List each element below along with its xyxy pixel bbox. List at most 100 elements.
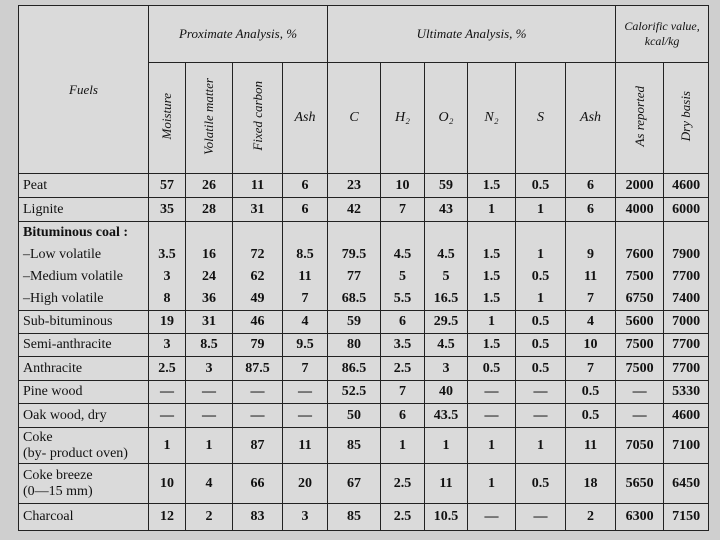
value-cell: 26: [185, 173, 233, 198]
fuel-cell: Charcoal: [18, 503, 149, 531]
value-cell: 2.5: [380, 356, 426, 381]
value-cell: 6000: [663, 197, 710, 222]
value-cell: 23: [327, 173, 382, 198]
value-cell: 68.5: [327, 287, 382, 311]
value-cell: —: [281, 403, 329, 428]
value-cell: —: [185, 380, 233, 404]
corner-header: Fuels: [18, 5, 149, 174]
column-header: Dry basis: [663, 62, 710, 174]
value-cell: 4: [565, 310, 617, 334]
table-wrapper: Fuels Proximate Analysis, % Ultimate Analy…: [18, 5, 710, 531]
value-cell: 10: [148, 463, 186, 504]
value-cell: —: [185, 403, 233, 428]
column-header: N₂: [467, 62, 517, 174]
value-cell: 1: [467, 463, 517, 504]
value-cell: 4000: [615, 197, 665, 222]
value-cell: 18: [565, 463, 617, 504]
data-row: –Low volatile 3.5 16 72 8.5 79.5 4.5 4.5 1.5 1 9 76…: [18, 243, 710, 266]
column-header: Moisture: [148, 62, 186, 174]
value-cell: 16.5: [424, 287, 469, 311]
group-label: Bituminous coal :: [18, 221, 149, 244]
value-cell: 1: [515, 243, 567, 266]
value-cell: 72: [232, 243, 283, 266]
value-cell: 28: [185, 197, 233, 222]
value-cell: 1: [380, 427, 426, 464]
value-cell: 0.5: [515, 356, 567, 381]
value-cell: 20: [281, 463, 329, 504]
value-cell: 5: [424, 265, 469, 288]
value-cell: 7500: [615, 333, 665, 357]
value-cell: 57: [148, 173, 186, 198]
data-row: Charcoal 12 2 83 3 85 2.5 10.5— —2 6300 7150: [18, 503, 710, 531]
value-cell: 6: [565, 197, 617, 222]
value-cell: 50: [327, 403, 382, 428]
column-header: Fixed carbon: [232, 62, 283, 174]
fuel-cell: Peat: [18, 173, 149, 198]
value-cell: 2: [565, 503, 617, 531]
fuel-cell: Coke (by- product oven): [18, 427, 149, 464]
value-cell: 5330: [663, 380, 710, 404]
value-cell: 4.5: [380, 243, 426, 266]
value-cell: 31: [185, 310, 233, 334]
value-cell: 0.5: [565, 403, 617, 428]
value-cell: 59: [424, 173, 469, 198]
value-cell: 16: [185, 243, 233, 266]
column-header: H₂: [380, 62, 426, 174]
value-cell: 3: [185, 356, 233, 381]
fuel-cell: –High volatile: [18, 287, 149, 311]
empty-cell: [663, 221, 710, 244]
value-cell: 43: [424, 197, 469, 222]
value-cell: 7: [565, 356, 617, 381]
value-cell: 4: [185, 463, 233, 504]
data-row: Coke (by- product oven) 1 1 87 11 85 1 1 1 1 11 7050…: [18, 427, 710, 464]
value-cell: 2: [185, 503, 233, 531]
column-header: As reported: [615, 62, 665, 174]
value-cell: 6300: [615, 503, 665, 531]
value-cell: 87.5: [232, 356, 283, 381]
column-label: O₂: [438, 110, 454, 125]
column-label: Ash: [294, 110, 316, 125]
value-cell: 1.5: [467, 287, 517, 311]
value-cell: 7700: [663, 265, 710, 288]
column-label: C: [349, 110, 359, 125]
value-cell: 67: [327, 463, 382, 504]
value-cell: 7: [380, 380, 426, 404]
data-row: Oak wood, dry — — — —50 6 43.5— —0.5—4600: [18, 403, 710, 428]
value-cell: —: [148, 380, 186, 404]
value-cell: 1: [185, 427, 233, 464]
fuel-cell: –Medium volatile: [18, 265, 149, 288]
value-cell: 1: [424, 427, 469, 464]
value-cell: 4.5: [424, 333, 469, 357]
fuel-cell: Sub-bituminous: [18, 310, 149, 334]
value-cell: 40: [424, 380, 469, 404]
empty-cell: [185, 221, 233, 244]
value-cell: 85: [327, 427, 382, 464]
value-cell: 1: [467, 310, 517, 334]
value-cell: 6750: [615, 287, 665, 311]
value-cell: 5.5: [380, 287, 426, 311]
value-cell: 1.5: [467, 265, 517, 288]
value-cell: 79.5: [327, 243, 382, 266]
data-row: –Medium volatile 3 24 62 11 77 5 5 1.5 0.5 11 7500 7…: [18, 265, 710, 288]
fuel-cell: Coke breeze (0—15 mm): [18, 463, 149, 504]
empty-cell: [327, 221, 382, 244]
value-cell: —: [615, 380, 665, 404]
group-header: Proximate Analysis, %: [147, 5, 329, 63]
value-cell: 6: [565, 173, 617, 198]
value-cell: —: [515, 403, 567, 428]
value-cell: 49: [232, 287, 283, 311]
fuel-name: –Low volatile: [23, 246, 102, 262]
empty-cell: [424, 221, 469, 244]
column-header: Volatile matter: [185, 62, 233, 174]
value-cell: 1: [515, 197, 567, 222]
value-cell: 6450: [663, 463, 710, 504]
data-row: Coke breeze (0—15 mm) 10 4 66 20 67 2.5 11 1 0.5 18…: [18, 463, 710, 504]
value-cell: 0.5: [565, 380, 617, 404]
value-cell: 9: [565, 243, 617, 266]
value-cell: 0.5: [515, 265, 567, 288]
value-cell: 4600: [663, 403, 710, 428]
value-cell: 3.5: [148, 243, 186, 266]
value-cell: 7700: [663, 333, 710, 357]
fuel-name: Semi-anthracite: [23, 337, 112, 352]
